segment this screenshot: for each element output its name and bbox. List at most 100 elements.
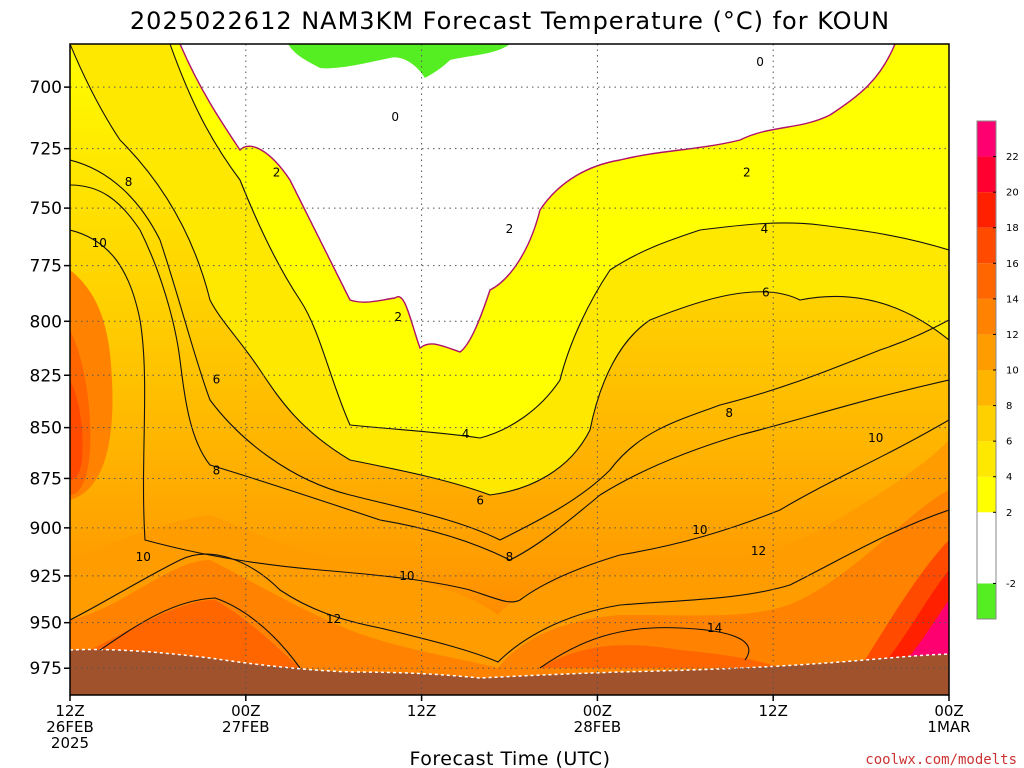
colorbar-tick-label: 4 <box>1006 472 1012 483</box>
contour-label-text: 10 <box>692 523 707 537</box>
contour-label: 10 <box>136 550 151 564</box>
contour-label: 4 <box>761 222 769 236</box>
contour-label-text: 8 <box>125 175 133 189</box>
contour-label: 6 <box>213 373 221 387</box>
contour-label: 8 <box>506 550 514 564</box>
contour-label: 2 <box>394 310 402 324</box>
colorbar-bin <box>977 121 996 157</box>
contour-label-text: 2 <box>273 166 281 180</box>
contour-label-text: 4 <box>462 427 470 441</box>
contour-4c <box>70 44 949 496</box>
x-tick-label: 26FEB <box>46 718 93 736</box>
colorbar-tick-label: 12 <box>1006 330 1019 341</box>
y-axis: 700 725 750 775 800 825 850 875 900 925 950 975 <box>30 78 70 679</box>
plot-frame <box>69 43 950 696</box>
colorbar-bin <box>977 583 996 619</box>
contour-label-text: 2 <box>743 166 751 180</box>
contour-label-text: 8 <box>506 550 514 564</box>
contour-label-text: 10 <box>92 236 107 250</box>
colorbar-tick-label: 10 <box>1006 366 1019 377</box>
contour-label: 8 <box>213 463 221 477</box>
contour-label-text: 2 <box>394 310 402 324</box>
contour-6c <box>70 159 949 541</box>
y-tick-label: 950 <box>30 614 62 634</box>
y-tick-label: 925 <box>30 567 62 587</box>
contour-label-text: 10 <box>868 431 883 445</box>
band-0c-upper <box>180 44 895 352</box>
colorbar-bin <box>977 405 996 442</box>
y-tick-label: 800 <box>30 312 62 332</box>
contour-label-text: 6 <box>213 373 221 387</box>
contour-8c <box>70 184 949 561</box>
contour-12c <box>70 509 949 663</box>
y-tick-label: 775 <box>30 257 62 277</box>
contour-label: 2 <box>743 166 751 180</box>
colorbar-bin <box>977 334 996 370</box>
x-tick-label: 00Z <box>231 702 260 720</box>
contour-label: 10 <box>399 569 414 583</box>
contour-label-text: 6 <box>762 286 770 300</box>
plot-area <box>70 44 949 695</box>
colorbar-bin <box>977 192 996 228</box>
y-tick-label: 900 <box>30 519 62 539</box>
contour-label: 12 <box>751 544 766 558</box>
contour-label: 10 <box>92 236 107 250</box>
gridlines <box>70 44 949 695</box>
band-below-0c <box>288 44 510 78</box>
colorbar-tick-label: -2 <box>1006 579 1016 590</box>
contour-label: 10 <box>692 523 707 537</box>
contour-label-text: 12 <box>326 612 341 626</box>
x-tick-label: 12Z <box>759 702 788 720</box>
contour-0c <box>179 44 896 353</box>
contour-label: 0 <box>756 55 764 69</box>
contour-label-text: 10 <box>136 550 151 564</box>
contour-label: 2 <box>273 166 281 180</box>
contour-label-text: 12 <box>751 544 766 558</box>
colorbar-tick-label: 16 <box>1006 259 1019 270</box>
y-tick-label: 825 <box>30 366 62 386</box>
colorbar-tick-label: 20 <box>1006 188 1019 199</box>
contour-label: 8 <box>725 406 733 420</box>
colorbar-bin <box>977 441 996 477</box>
x-tick-label: 12Z <box>55 702 84 720</box>
contour-14c <box>99 597 301 669</box>
contour-14c-east <box>539 627 750 669</box>
contour-label-text: 4 <box>761 222 769 236</box>
x-tick-label: 28FEB <box>574 718 621 736</box>
contour-label-text: 0 <box>756 55 764 69</box>
x-tick-label: 1MAR <box>927 718 970 736</box>
colorbar-tick-label: 2 <box>1006 508 1012 519</box>
y-tick-label: 875 <box>30 469 62 489</box>
y-tick-label: 725 <box>30 140 62 160</box>
contour-label: 4 <box>462 427 470 441</box>
chart-title: 2025022612 NAM3KM Forecast Temperature (… <box>130 7 890 35</box>
contour-label: 6 <box>762 286 770 300</box>
y-tick-label: 975 <box>30 659 62 679</box>
band-16c-east <box>540 645 780 668</box>
contour-label-text: 0 <box>391 110 399 124</box>
colorbar-bin <box>977 298 996 335</box>
colorbar-bin <box>977 263 996 299</box>
colorbar-tick-label: 8 <box>1006 401 1012 412</box>
band-22c-east <box>900 600 949 668</box>
contour-label: 12 <box>326 612 341 626</box>
contour-label-text: 10 <box>399 569 414 583</box>
contour-label-text: 8 <box>725 406 733 420</box>
ground-edge <box>70 648 949 679</box>
colorbar-bin <box>977 370 996 406</box>
contour-labels: 0 0 2 2 2 2 4 4 6 6 6 8 8 8 8 10 10 10 10 10 12 12 14 <box>92 55 884 635</box>
x-tick-label: 12Z <box>407 702 436 720</box>
colorbar-bin <box>977 476 996 513</box>
y-tick-label: 850 <box>30 419 62 439</box>
x-tick-label: 00Z <box>583 702 612 720</box>
colorbar-bin <box>977 512 996 584</box>
credit-text: coolwx.com/modelts <box>865 752 1017 768</box>
x-tick-label: 27FEB <box>222 718 269 736</box>
colorbar-bin <box>977 227 996 264</box>
colorbar-bin <box>977 156 996 193</box>
colorbar: -2 2 4 6 8 10 12 14 16 18 20 22 <box>976 120 1019 620</box>
colorbar-tick-label: 22 <box>1006 152 1019 163</box>
contour-label-text: 8 <box>213 463 221 477</box>
contour-10c <box>70 229 949 603</box>
